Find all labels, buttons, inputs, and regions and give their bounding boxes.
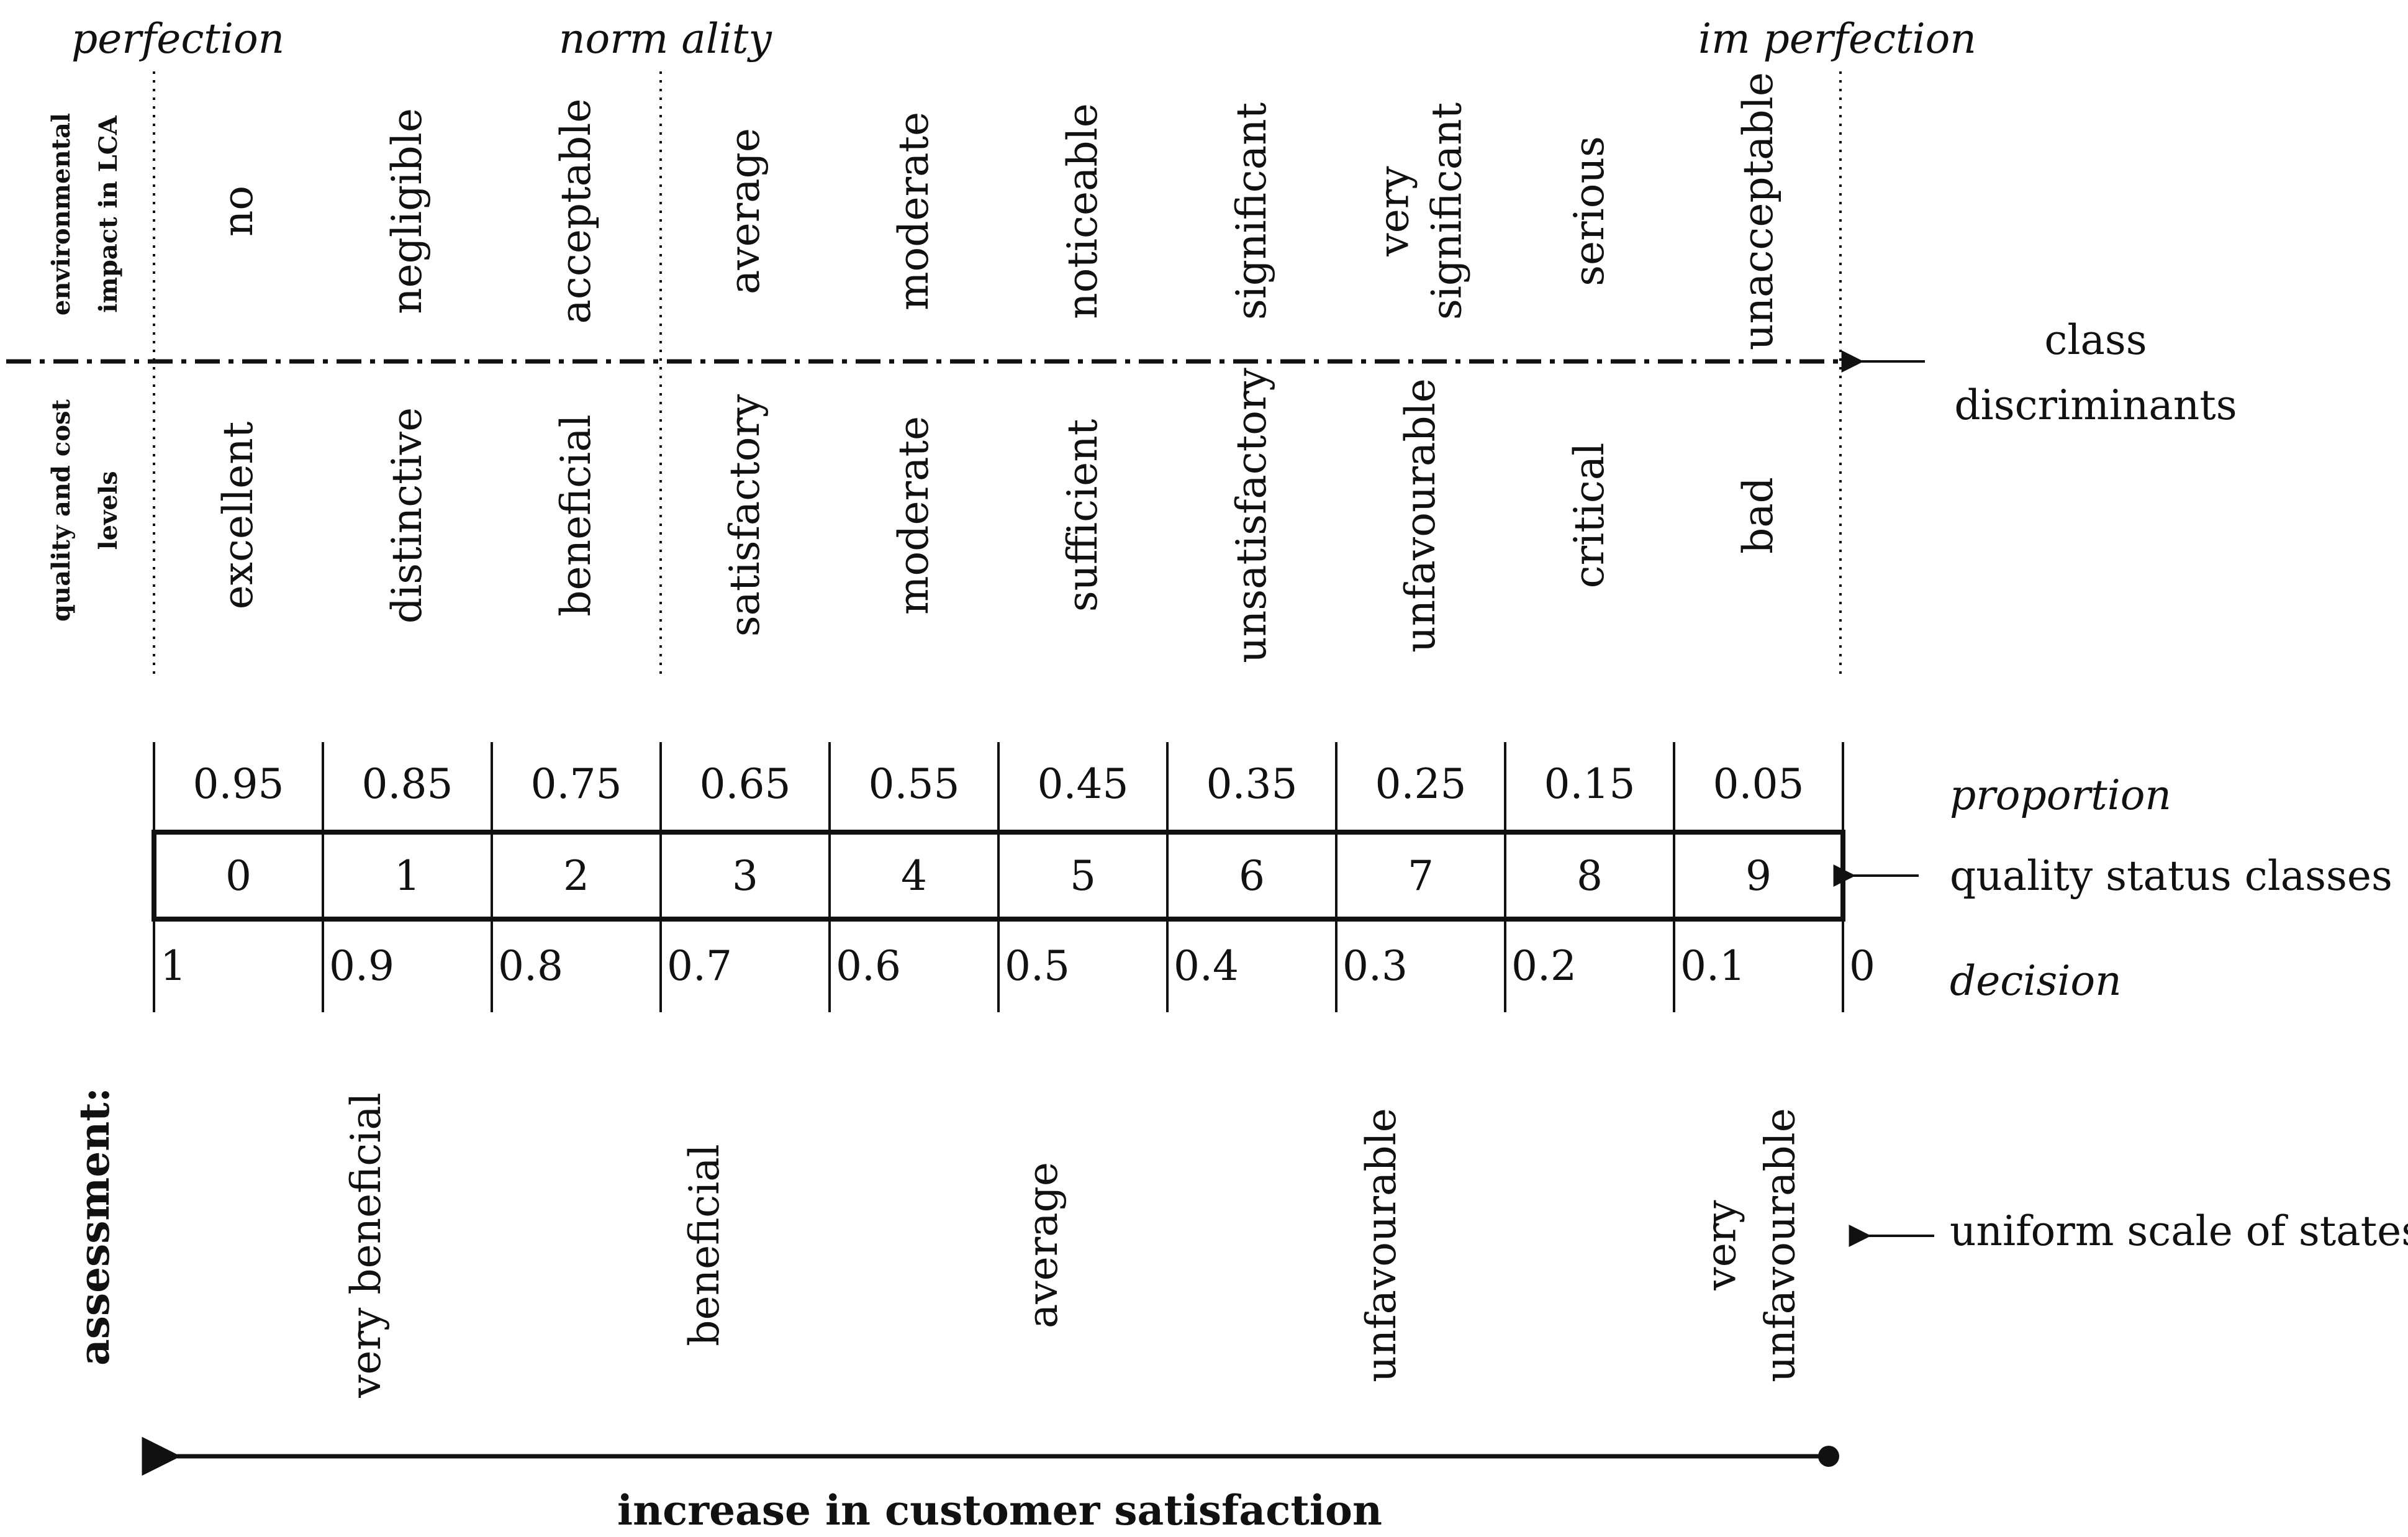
env-impact-0: no — [214, 186, 262, 237]
proportion-label: proportion — [1950, 771, 2171, 819]
proportion-value: 0.95 — [193, 760, 284, 808]
env-impact-8: serious — [1565, 136, 1613, 286]
assessment-state-0: very beneficial — [342, 1092, 390, 1399]
quality-class: 0 — [225, 852, 251, 900]
assessment-state-3: unfavourable — [1357, 1108, 1405, 1382]
increase-label: increase in customer satisfaction — [617, 1486, 1382, 1534]
quality-class: 4 — [901, 852, 927, 900]
env-impact-label-line2: impact in LCA — [94, 115, 123, 312]
quality-levels-row: excellent distinctive beneficial satisfacto… — [214, 368, 1782, 663]
assessment-state-4: very — [1698, 1200, 1745, 1291]
proportion-value: 0.15 — [1544, 760, 1636, 808]
quality-cost-label-line2: levels — [94, 471, 123, 550]
quality-class: 9 — [1745, 852, 1772, 900]
quality-class: 6 — [1239, 852, 1265, 900]
decision-value: 0.7 — [667, 942, 732, 990]
quality-class: 5 — [1070, 852, 1096, 900]
env-impact-2: acceptable — [552, 99, 600, 324]
quality-level-8: critical — [1565, 443, 1613, 589]
env-impact-1: negligible — [383, 108, 431, 314]
perfection-label: perfection — [71, 15, 284, 63]
class-discriminants-label: class — [2044, 316, 2147, 364]
decision-value: 0.3 — [1342, 942, 1408, 990]
quality-level-6: unsatisfactory — [1228, 368, 1275, 663]
proportion-value: 0.55 — [869, 760, 960, 808]
assessment-states: very beneficial beneficial average unfavour… — [342, 1092, 1804, 1399]
quality-level-9: bad — [1734, 477, 1782, 554]
satisfaction-arrow-start — [1818, 1446, 1839, 1467]
quality-level-0: excellent — [214, 422, 262, 610]
proportion-value: 0.25 — [1375, 760, 1467, 808]
decision-value: 0.4 — [1174, 942, 1239, 990]
decision-value: 0.5 — [1005, 942, 1070, 990]
assessment-state-2: average — [1019, 1162, 1067, 1328]
quality-status-label: quality status classes — [1950, 852, 2392, 900]
uniform-scale-label: uniform scale of states — [1950, 1207, 2408, 1255]
proportion-value: 0.05 — [1713, 760, 1804, 808]
decision-value: 0.8 — [498, 942, 563, 990]
proportion-value: 0.45 — [1038, 760, 1129, 808]
assessment-label: assessment: — [70, 1087, 119, 1366]
env-impact-7-line2: significant — [1423, 102, 1471, 320]
decision-value: 0.9 — [329, 942, 394, 990]
proportion-value: 0.85 — [362, 760, 453, 808]
quality-level-4: moderate — [890, 416, 938, 615]
quality-class: 7 — [1408, 852, 1434, 900]
class-discriminants-label-line2: discriminants — [1954, 381, 2237, 429]
quality-class: 2 — [563, 852, 589, 900]
env-impact-5: noticeable — [1059, 103, 1107, 319]
quality-level-2: beneficial — [552, 414, 600, 616]
quality-class: 8 — [1577, 852, 1603, 900]
quality-class: 1 — [394, 852, 420, 900]
normality-label: norm ality — [559, 15, 772, 63]
decision-value: 1 — [160, 942, 186, 990]
decision-value: 0.2 — [1511, 942, 1577, 990]
quality-level-5: sufficient — [1059, 419, 1107, 612]
env-impact-7: very — [1370, 166, 1418, 257]
quality-level-7: unfavourable — [1396, 378, 1444, 653]
scale-table: 0.95 0.85 0.75 0.65 0.55 0.45 0.35 0.25 0.15 0.05… — [152, 742, 1875, 1012]
env-impact-row: no negligible acceptable average moderate not… — [214, 72, 1782, 350]
env-impact-4: moderate — [890, 112, 938, 311]
assessment-state-1: beneficial — [681, 1144, 728, 1346]
proportion-value: 0.75 — [531, 760, 622, 808]
decision-label: decision — [1950, 957, 2122, 1005]
decision-value: 0.6 — [836, 942, 901, 990]
env-impact-3: average — [721, 128, 769, 294]
quality-level-3: satisfactory — [721, 394, 769, 637]
env-impact-6: significant — [1228, 102, 1275, 320]
env-impact-label: environmental — [47, 113, 76, 315]
env-impact-9: unacceptable — [1734, 72, 1782, 350]
decision-value: 0.1 — [1680, 942, 1745, 990]
imperfection-label: im perfection — [1698, 15, 1976, 63]
assessment-state-4-line2: unfavourable — [1757, 1108, 1804, 1382]
quality-cost-label: quality and cost — [47, 399, 76, 622]
proportion-value: 0.35 — [1206, 760, 1298, 808]
quality-class: 3 — [732, 852, 758, 900]
proportion-value: 0.65 — [700, 760, 791, 808]
quality-level-1: distinctive — [383, 407, 431, 623]
decision-value: 0 — [1849, 942, 1875, 990]
